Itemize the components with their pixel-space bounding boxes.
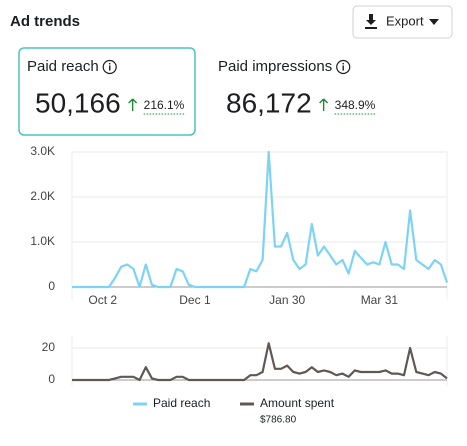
y-tick-label: 2.0K: [30, 189, 55, 203]
x-tick-label: Oct 2: [88, 293, 117, 307]
info-icon-bar: [109, 65, 111, 71]
info-icon: [102, 59, 117, 75]
series-line: [72, 342, 448, 382]
info-icon: [336, 59, 351, 75]
up-arrow: [128, 98, 138, 111]
series-line: [72, 150, 449, 289]
info-icon-dot: [342, 63, 344, 65]
info-icon-dot: [109, 63, 111, 65]
widget-title: Ad trends: [10, 13, 80, 30]
y-tick-label: 20: [42, 340, 56, 354]
metric-label[interactable]: Paid reach: [27, 58, 99, 75]
y-tick-label: 1.0K: [30, 234, 55, 248]
y-tick-label: 3.0K: [30, 144, 55, 158]
export-button[interactable]: Export: [352, 5, 453, 39]
metric-value: 86,172: [226, 87, 312, 118]
metric-value: 50,166: [35, 87, 121, 118]
metric-change: 216.1%: [144, 98, 185, 112]
x-tick-label: Mar 31: [361, 293, 399, 307]
metric-label[interactable]: Paid impressions: [218, 58, 332, 75]
export-label[interactable]: Export: [386, 13, 424, 28]
selected-metric-card[interactable]: [18, 47, 196, 136]
metric-change: 348.9%: [335, 98, 376, 112]
x-tick-label: Dec 1: [179, 293, 211, 307]
y-tick-label: 0: [48, 372, 55, 386]
download-icon: [365, 14, 377, 29]
legend-label[interactable]: Paid reach: [153, 396, 210, 410]
info-icon-bar: [342, 65, 344, 71]
y-tick-label: 0: [48, 279, 55, 293]
export-button-frame[interactable]: [352, 5, 453, 39]
caret: [429, 19, 439, 25]
x-tick-label: Jan 30: [269, 293, 305, 307]
legend-total: $786.80: [260, 415, 297, 426]
legend-label[interactable]: Amount spent: [260, 396, 335, 410]
up-arrow: [319, 98, 329, 111]
